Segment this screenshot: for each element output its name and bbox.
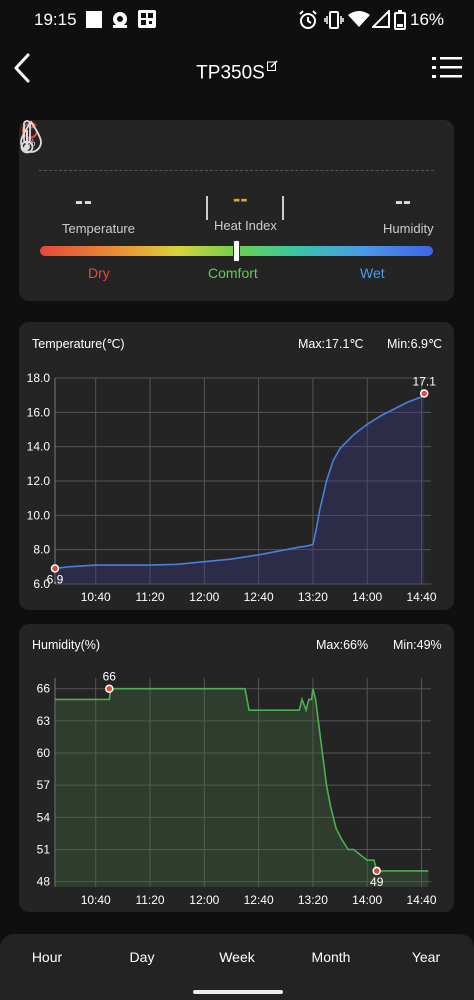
x-tick-label: 10:40 — [81, 893, 111, 907]
data-label: 49 — [370, 875, 384, 889]
temperature-chart-card: Temperature(℃) Max:17.1℃ Min:6.9℃ 6.0 8.0… — [19, 322, 454, 610]
temperature-max: Max:17.1℃ — [298, 337, 364, 351]
humidity-chart-title: Humidity(%) — [32, 638, 101, 652]
y-tick-label: 60 — [37, 746, 51, 760]
status-bar: 19:15 16% — [0, 0, 474, 40]
scale-label-wet: Wet — [360, 265, 385, 281]
edit-icon[interactable] — [266, 60, 278, 71]
x-tick-label: 13:20 — [298, 590, 328, 604]
humidity-chart-card: Humidity(%) Max:66% Min:49% 48 51 54 57 60 63… — [19, 624, 454, 912]
extreme-point-marker — [372, 866, 381, 876]
temperature-label: Temperature — [62, 221, 135, 236]
series-area — [55, 688, 429, 887]
humidity-max: Max:66% — [316, 638, 369, 652]
series-line — [55, 687, 429, 872]
alarm-icon — [299, 10, 317, 29]
x-tick-label: 14:40 — [406, 893, 436, 907]
device-name: TP350S — [196, 62, 265, 84]
scale-label-comfort: Comfort — [208, 265, 258, 281]
lens-icon — [113, 12, 127, 28]
vibrate-icon — [324, 11, 344, 29]
x-tick-label: 11:20 — [135, 893, 164, 907]
y-tick-label: 16.0 — [27, 405, 51, 419]
series-line — [54, 392, 425, 570]
notification-square-icon — [86, 11, 102, 28]
x-tick-label: 11:20 — [135, 590, 164, 604]
y-tick-label: 48 — [37, 875, 51, 889]
humidity-label: Humidity — [383, 221, 434, 236]
wifi-icon — [348, 11, 370, 27]
x-tick-label: 13:20 — [298, 893, 328, 907]
tab-week[interactable]: Week — [219, 949, 255, 965]
y-tick-label: 14.0 — [27, 440, 51, 454]
humidity-chart: 48 51 54 57 60 63 66 10:40 11:20 12:00 12:40 13:20 1… — [37, 670, 437, 907]
y-tick-label: 18.0 — [27, 371, 51, 385]
comfort-indicator — [233, 240, 240, 262]
data-label: 66 — [103, 670, 117, 684]
y-tick-label: 66 — [37, 682, 51, 696]
battery-icon — [394, 10, 406, 30]
y-tick-label: 8.0 — [33, 543, 50, 557]
comfort-card: -- Temperature -- Heat Index % -- Humidi… — [19, 120, 454, 301]
y-tick-label: 6.0 — [33, 577, 50, 591]
heat-index-value: -- — [233, 186, 248, 211]
clock: 19:15 — [34, 10, 77, 29]
temperature-chart: 6.0 8.0 10.0 12.0 14.0 16.0 18.0 10:40 11:20 12:0… — [27, 371, 437, 604]
page-title: TP350S — [0, 60, 474, 84]
heat-index-bracket-left — [206, 196, 208, 220]
extreme-point-marker — [50, 564, 60, 573]
heat-index-label: Heat Index — [214, 218, 277, 233]
x-tick-label: 14:00 — [352, 590, 382, 604]
app-header: TP350S — [0, 40, 474, 100]
y-tick-label: 54 — [37, 810, 51, 824]
x-tick-label: 10:40 — [81, 590, 111, 604]
y-tick-label: 63 — [37, 714, 51, 728]
battery-percent: 16% — [410, 10, 445, 29]
humidity-drop-icon: % — [20, 120, 42, 153]
x-tick-label: 12:40 — [244, 893, 274, 907]
scale-label-dry: Dry — [88, 265, 110, 281]
heat-index-bracket-right — [282, 196, 284, 220]
extreme-point-marker — [419, 389, 429, 398]
y-tick-label: 57 — [37, 778, 51, 792]
x-tick-label: 12:40 — [244, 590, 274, 604]
humidity-min: Min:49% — [393, 638, 442, 652]
range-tab-bar: Hour Day Week Month Year — [0, 934, 474, 1000]
qr-app-icon — [138, 10, 156, 28]
x-tick-label: 14:00 — [352, 893, 382, 907]
tab-month[interactable]: Month — [311, 949, 351, 965]
y-tick-label: 51 — [37, 842, 51, 856]
divider — [39, 170, 434, 171]
tab-year[interactable]: Year — [411, 949, 441, 965]
list-menu-icon[interactable] — [432, 54, 462, 82]
tab-hour[interactable]: Hour — [31, 949, 63, 965]
chevron-left-icon[interactable] — [8, 50, 38, 86]
x-tick-label: 14:40 — [406, 590, 436, 604]
series-area — [55, 393, 425, 584]
y-tick-label: 12.0 — [27, 474, 51, 488]
humidity-value: -- — [395, 188, 411, 215]
y-tick-label: 10.0 — [27, 508, 51, 522]
home-indicator — [193, 990, 283, 994]
signal-icon — [372, 10, 390, 28]
temperature-chart-title: Temperature(℃) — [32, 337, 125, 351]
svg-text:%: % — [27, 138, 36, 149]
data-label: 17.1 — [413, 374, 437, 388]
temperature-min: Min:6.9℃ — [387, 337, 443, 351]
x-tick-label: 12:00 — [189, 590, 219, 604]
extreme-point-marker — [105, 684, 114, 693]
data-label: 6.9 — [47, 573, 64, 587]
temperature-value: -- — [75, 188, 93, 215]
x-tick-label: 12:00 — [189, 893, 219, 907]
tab-day[interactable]: Day — [129, 949, 155, 965]
